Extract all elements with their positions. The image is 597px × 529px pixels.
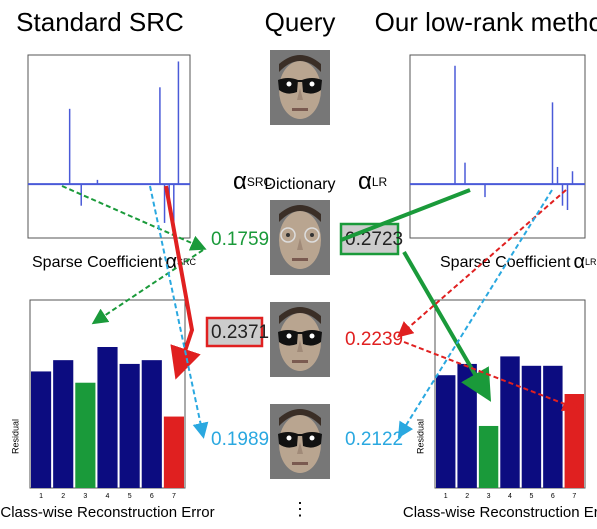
alpha-sub: LR	[372, 175, 388, 189]
ellipsis: ⋮	[291, 499, 309, 519]
bar	[543, 365, 563, 488]
x-axis-label: Class-wise Reconstruction Error	[0, 504, 214, 521]
sparse-label: Sparse Coefficient αLR	[440, 251, 597, 273]
coefficient: 0.1759	[211, 229, 269, 250]
coefficient: 0.1989	[211, 429, 269, 450]
coefficient: 0.2723	[345, 229, 403, 250]
alpha-lr: αLR	[358, 168, 388, 195]
x-tick-label: 2	[61, 493, 65, 500]
bar	[436, 375, 456, 488]
query-face	[270, 50, 330, 125]
bar	[478, 425, 499, 488]
alpha-sub: SRC	[177, 257, 197, 267]
alpha: α	[233, 168, 247, 195]
label: Sparse Coefficient	[440, 254, 571, 271]
bar	[500, 356, 520, 488]
alpha-src: αSRC	[233, 168, 273, 195]
alpha: α	[358, 168, 372, 195]
bar	[564, 394, 584, 488]
right-title: Our low-rank method	[375, 7, 597, 37]
bar	[163, 416, 184, 488]
bar	[53, 360, 74, 488]
bar	[97, 347, 118, 488]
x-tick-label: 5	[529, 493, 533, 500]
dictionary-face	[270, 200, 330, 275]
alpha: α	[573, 251, 585, 273]
sparse-label: Sparse Coefficient αSRC	[32, 251, 197, 273]
x-tick-label: 6	[150, 493, 154, 500]
x-tick-label: 7	[572, 493, 576, 500]
alpha: α	[165, 251, 177, 273]
coefficient: 0.2122	[345, 429, 403, 450]
coefficient-box	[205, 316, 264, 348]
x-tick-label: 6	[551, 493, 555, 500]
center-title: Query	[265, 7, 336, 37]
x-tick-label: 2	[465, 493, 469, 500]
coefficient: 0.2239	[345, 329, 403, 350]
bar	[119, 363, 140, 488]
dictionary-label: Dictionary	[264, 176, 335, 193]
plot-frame	[27, 54, 191, 239]
x-tick-label: 1	[444, 493, 448, 500]
bar	[141, 360, 162, 488]
left-title: Standard SRC	[16, 7, 184, 37]
bar	[457, 363, 477, 488]
x-tick-label: 3	[487, 493, 491, 500]
arrows	[61, 185, 579, 439]
alpha-sub: LR	[585, 257, 597, 267]
dictionary-face	[270, 302, 330, 377]
y-axis-label: Residual	[415, 419, 425, 454]
plot-frame	[409, 54, 586, 239]
coefficient: 0.2371	[211, 322, 269, 343]
x-tick-label: 3	[83, 493, 87, 500]
dictionary-face	[270, 404, 330, 479]
x-axis-label: Class-wise Reconstruction Error	[403, 504, 597, 521]
x-tick-label: 5	[128, 493, 132, 500]
x-tick-label: 1	[39, 493, 43, 500]
y-axis-label: Residual	[10, 419, 20, 454]
x-tick-label: 4	[106, 493, 110, 500]
bar	[31, 371, 52, 488]
bar	[75, 382, 96, 488]
alpha-sub: SRC	[247, 175, 273, 189]
x-tick-label: 7	[172, 493, 176, 500]
x-tick-label: 4	[508, 493, 512, 500]
bar	[521, 365, 542, 488]
label: Sparse Coefficient	[32, 254, 163, 271]
